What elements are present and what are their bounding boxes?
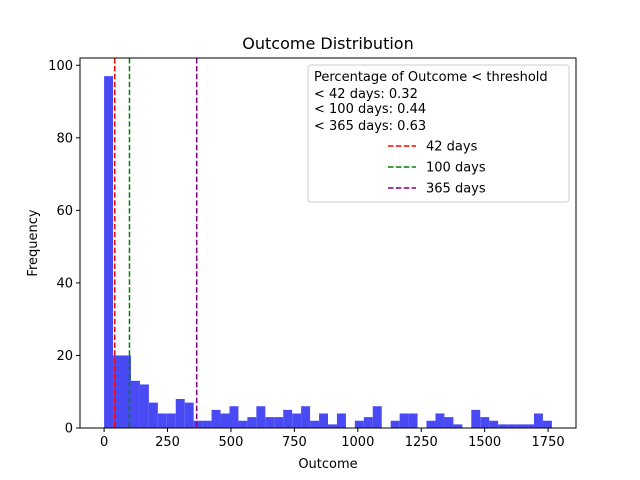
x-tick-label: 1250 (405, 435, 438, 450)
histogram-bar (498, 424, 508, 428)
histogram-bar (328, 424, 337, 428)
histogram-bar (354, 420, 364, 428)
bars-layer (104, 76, 552, 428)
histogram-bar (453, 424, 463, 428)
legend-header: Percentage of Outcome < threshold (314, 70, 548, 85)
x-tick-label: 0 (100, 435, 108, 450)
histogram-bar (193, 420, 203, 428)
legend-stat-42: < 42 days: 0.32 (314, 87, 418, 102)
y-tick-label: 0 (65, 422, 73, 437)
histogram-bar (122, 355, 131, 428)
histogram-bar (336, 413, 346, 428)
legend: Percentage of Outcome < threshold < 42 d… (307, 64, 570, 203)
histogram-bar (139, 384, 149, 428)
histogram-bar (435, 413, 445, 428)
y-axis-label: Frequency (26, 209, 41, 276)
y-tick-label: 80 (56, 131, 73, 146)
histogram-bar (256, 406, 266, 428)
histogram-bar (489, 420, 499, 428)
histogram-bar (480, 417, 490, 428)
legend-label-42: 42 days (426, 140, 478, 155)
histogram-bar (507, 424, 517, 428)
histogram-bar (202, 420, 212, 428)
histogram-bar (157, 413, 167, 428)
histogram-bar (471, 409, 481, 428)
legend-label-100: 100 days (426, 161, 486, 176)
histogram-bar (292, 413, 302, 428)
histogram-bar (516, 424, 526, 428)
legend-stat-100: < 100 days: 0.44 (314, 102, 426, 117)
legend-stat-365: < 365 days: 0.63 (314, 119, 426, 134)
histogram-bar (274, 417, 284, 428)
histogram-bar (310, 420, 320, 428)
plot-frame (79, 57, 577, 429)
histogram-bar (444, 417, 454, 428)
y-tick-label: 60 (56, 204, 73, 219)
histogram-bar (148, 402, 158, 428)
histogram-bar (211, 409, 221, 428)
histogram-bar (166, 413, 176, 428)
legend-entries: 42 days 100 days 365 days (388, 140, 486, 197)
histogram-bar (113, 355, 123, 428)
histogram-bar (390, 420, 400, 428)
histogram-bar (238, 420, 248, 428)
y-tick-label: 40 (56, 276, 73, 291)
y-tick-label: 100 (48, 59, 73, 74)
legend-box (307, 64, 570, 203)
histogram-bar (283, 409, 293, 428)
x-tick-label: 500 (219, 435, 244, 450)
histogram-bar (408, 413, 418, 428)
x-tick-label: 1500 (468, 435, 501, 450)
histogram-bar (363, 417, 373, 428)
legend-label-365: 365 days (426, 182, 486, 197)
histogram-bar (229, 406, 239, 428)
x-tick-label: 750 (282, 435, 307, 450)
chart-title: Outcome Distribution (242, 34, 413, 53)
histogram-bar (399, 413, 409, 428)
histogram-bar (426, 420, 436, 428)
histogram-bar (184, 402, 194, 428)
x-tick-label: 250 (155, 435, 180, 450)
x-tick-label: 1750 (532, 435, 565, 450)
histogram-bar (104, 76, 114, 428)
axes-layer: 0 250 500 750 1000 1250 1500 1750 0 20 40 60 80 100 (48, 59, 564, 450)
histogram-bar (301, 406, 311, 428)
histogram-bar (175, 398, 185, 428)
histogram-bar (533, 413, 543, 428)
x-tick-label: 1000 (341, 435, 374, 450)
histogram-bar (372, 406, 382, 428)
histogram-bar (130, 380, 140, 428)
histogram-bar (220, 413, 230, 428)
histogram-bar (247, 417, 257, 428)
y-tick-label: 20 (56, 349, 73, 364)
histogram-bar (319, 413, 328, 428)
histogram-bar (525, 424, 534, 428)
histogram-bar (265, 417, 275, 428)
threshold-layer (114, 58, 198, 428)
x-axis-label: Outcome (298, 457, 357, 472)
histogram-bar (542, 420, 552, 428)
